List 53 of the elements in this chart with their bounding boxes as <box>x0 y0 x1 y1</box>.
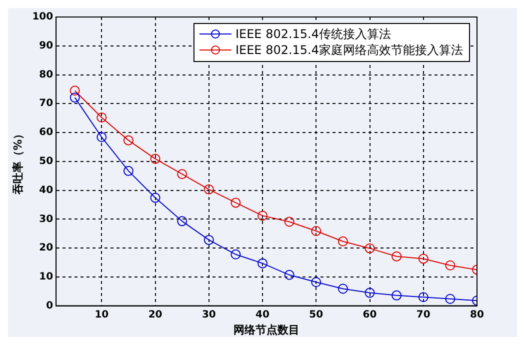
point <box>284 216 294 227</box>
y-axis-title: 吞吐率（%） <box>11 128 24 196</box>
y-tick-label: 90 <box>39 40 54 52</box>
y-tick-label: 70 <box>39 98 54 110</box>
y-tick-label: 30 <box>39 214 54 225</box>
point <box>338 284 348 294</box>
x-tick-label: 80 <box>470 309 484 320</box>
y-tick-label: 60 <box>39 127 54 138</box>
point <box>418 292 428 302</box>
y-tick-label: 0 <box>46 300 54 312</box>
y-tick-label: 10 <box>39 272 54 283</box>
point <box>364 243 375 254</box>
point <box>204 234 214 245</box>
point <box>123 135 134 146</box>
point <box>123 166 134 176</box>
x-tick-label: 10 <box>94 309 109 320</box>
point <box>392 251 402 262</box>
x-tick-label: 20 <box>148 309 162 320</box>
point <box>230 198 241 208</box>
y-tick-label: 50 <box>39 156 54 167</box>
y-tick-label: 100 <box>32 12 54 23</box>
point <box>364 288 375 298</box>
point <box>150 192 160 203</box>
point <box>70 92 80 103</box>
point <box>96 132 107 142</box>
x-tick-label: 40 <box>256 309 270 320</box>
point <box>418 254 428 264</box>
point <box>284 270 294 280</box>
y-tick-label: 80 <box>39 69 54 80</box>
y-tick-label: 40 <box>39 184 54 196</box>
point <box>338 236 348 246</box>
legend-label: IEEE 802.15.4家庭网络高效节能接入算法 <box>235 43 464 58</box>
point <box>150 154 160 164</box>
point <box>311 277 322 288</box>
point <box>445 294 456 304</box>
point <box>230 249 241 260</box>
point <box>445 260 456 270</box>
legend-label: IEEE 802.15.4传统接入算法 <box>235 27 392 42</box>
point <box>258 258 268 268</box>
point <box>311 226 322 236</box>
x-tick-label: 70 <box>416 309 430 320</box>
x-tick-label: 60 <box>362 309 377 320</box>
point <box>204 184 214 194</box>
point <box>258 210 268 221</box>
point <box>392 290 402 300</box>
x-tick-label: 50 <box>309 309 324 320</box>
y-tick-label: 20 <box>39 242 54 254</box>
point <box>96 112 107 123</box>
point <box>70 86 80 96</box>
x-axis-title: 网络节点数目 <box>234 323 300 336</box>
point <box>177 216 188 226</box>
x-tick-label: 30 <box>202 309 216 320</box>
point <box>177 169 188 180</box>
